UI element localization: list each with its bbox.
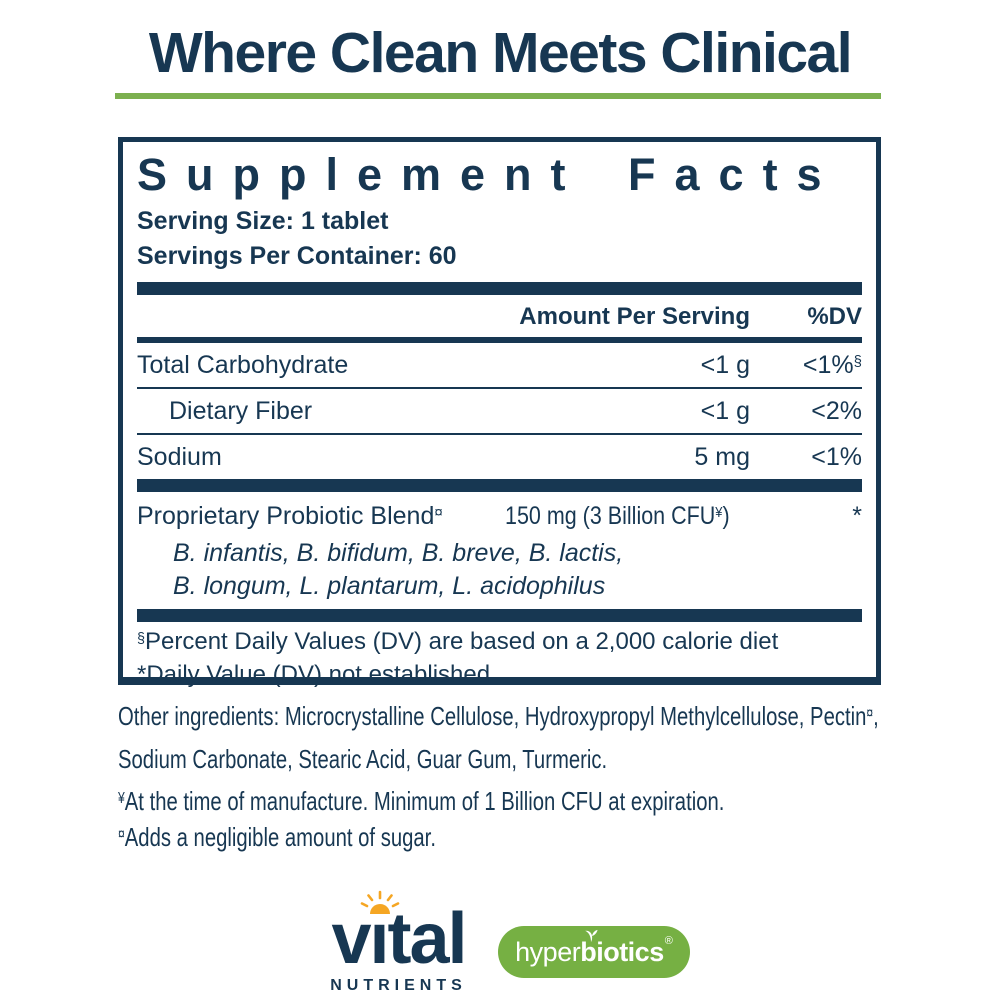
table-row-dietary-fiber: Dietary Fiber <1 g <2% [137, 387, 862, 433]
registered-trademark-symbol: ® [664, 935, 673, 947]
hyperbiotics-word-biotics: biotics [580, 936, 664, 967]
blend-name: Proprietary Probiotic Blend¤ [137, 501, 505, 535]
header-separator-bar [137, 337, 862, 343]
blend-name-text: Proprietary Probiotic Blend [137, 502, 435, 530]
blend-species-list: B. infantis, B. bifidum, B. breve, B. la… [137, 535, 862, 609]
leaf-sprout-icon [585, 929, 598, 943]
species-line: B. longum, L. plantarum, L. acidophilus [173, 572, 606, 600]
pectin-superscript: ¤ [866, 704, 874, 722]
hyperbiotics-word-hyper: hyper [515, 936, 581, 967]
note-text: Adds a negligible amount of sugar. [124, 822, 436, 852]
dv-superscript: § [853, 352, 862, 370]
amount-column-header: Amount Per Serving [519, 303, 750, 330]
note-superscript: ¥ [118, 789, 125, 807]
nutrient-dv: <1%§ [750, 351, 862, 380]
table-row-sodium: Sodium 5 mg <1% [137, 433, 862, 479]
hyperbiotics-logo: hyper biotics ® [498, 926, 690, 978]
vital-letters-tal: tal [387, 899, 468, 979]
footnote-text: Percent Daily Values (DV) are based on a… [145, 628, 779, 655]
nutrient-amount: 5 mg [694, 442, 750, 471]
green-divider-rule [115, 93, 881, 99]
other-ingredients-text-cont: , Sodium Carbonate, Stearic Acid, Guar G… [118, 701, 879, 774]
servings-per-container-line: Servings Per Container: 60 [137, 242, 457, 270]
other-ingredients-text: Other ingredients: Microcrystalline Cell… [118, 701, 867, 731]
page-title: Where Clean Meets Clinical [148, 21, 853, 85]
footnote-superscript: § [137, 630, 146, 647]
proprietary-blend-row: Proprietary Probiotic Blend¤ 150 mg (3 B… [137, 492, 862, 535]
note-text: At the time of manufacture. Minimum of 1… [124, 786, 725, 816]
other-ingredients-paragraph: Other ingredients: Microcrystalline Cell… [118, 697, 910, 779]
nutrient-dv: <1% [811, 442, 862, 471]
manufacture-note: ¥At the time of manufacture. Minimum of … [118, 782, 910, 825]
blend-amount: 150 mg (3 Billion CFU¥) [505, 501, 750, 535]
nutrient-amount: <1 g [700, 350, 750, 379]
nutrient-name: Total Carbohydrate [137, 350, 349, 379]
thick-separator-bar [137, 479, 862, 492]
table-row-total-carbohydrate: Total Carbohydrate <1 g <1%§ [137, 343, 862, 387]
serving-size-line: Serving Size: 1 tablet [137, 207, 389, 235]
blend-amount-close: ) [722, 502, 730, 530]
blend-amount-text: 150 mg (3 Billion CFU [505, 502, 716, 530]
footnotes-block: §Percent Daily Values (DV) are based on … [137, 622, 862, 693]
vital-letter-v: v [331, 899, 371, 979]
vital-letter-i: i [360, 890, 399, 979]
sugar-note: ¤Adds a negligible amount of sugar. [118, 818, 910, 861]
vital-nutrients-logo: vi tal NUTRIENTS [316, 890, 481, 995]
vital-i-char: i [369, 899, 390, 979]
thick-separator-bar [137, 282, 862, 295]
footnote-daily-values: §Percent Daily Values (DV) are based on … [137, 627, 862, 660]
species-line: B. infantis, B. bifidum, B. breve, B. la… [173, 539, 624, 567]
blend-name-superscript: ¤ [434, 504, 443, 522]
note-superscript: ¤ [118, 825, 125, 843]
nutrient-name: Sodium [137, 442, 222, 471]
table-header-row: Amount Per Serving %DV [137, 295, 862, 337]
vital-nutrients-subtext: NUTRIENTS [330, 977, 467, 994]
nutrient-dv: <2% [811, 396, 862, 425]
sun-icon [360, 890, 399, 914]
thick-separator-bar [137, 609, 862, 622]
dv-column-header: %DV [807, 303, 862, 330]
nutrient-amount: <1 g [700, 396, 750, 425]
blend-amount-superscript: ¥ [715, 504, 723, 522]
nutrient-name: Dietary Fiber [169, 396, 313, 425]
supplement-facts-panel: Supplement Facts Serving Size: 1 tablet … [118, 137, 881, 688]
footnote-dv-not-established: *Daily Value (DV) not established [137, 660, 862, 693]
supplement-facts-title: Supplement Facts [137, 149, 841, 200]
vital-wordmark: vi tal [331, 890, 468, 979]
blend-dv-asterisk: * [852, 502, 862, 530]
footnote-text: *Daily Value (DV) not established [137, 661, 491, 688]
dv-value: <1% [802, 350, 854, 379]
